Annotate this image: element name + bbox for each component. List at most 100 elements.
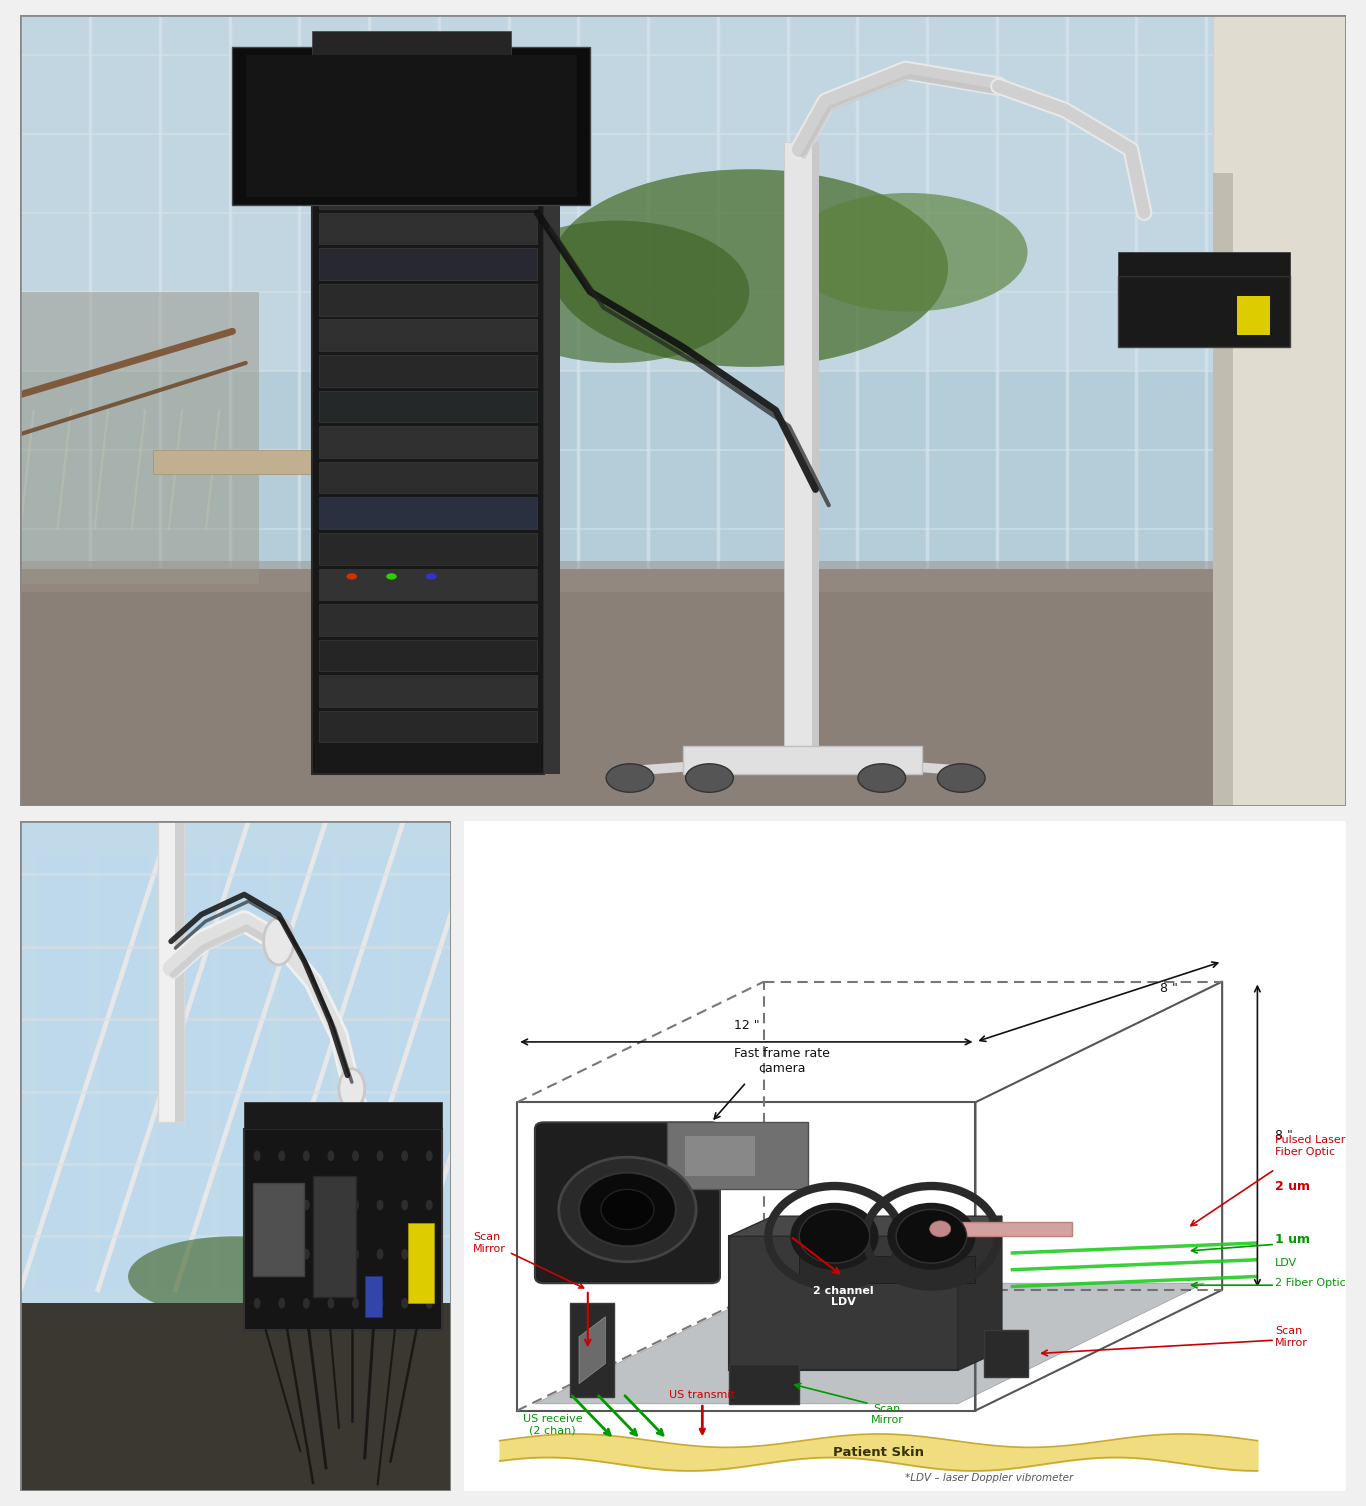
Circle shape (328, 1248, 335, 1259)
Text: Pulsed Laser
Fiber Optic: Pulsed Laser Fiber Optic (1274, 1136, 1346, 1157)
FancyBboxPatch shape (729, 1363, 799, 1404)
Ellipse shape (128, 1236, 343, 1316)
Polygon shape (535, 1283, 1205, 1404)
Circle shape (303, 1298, 310, 1309)
Bar (318, 533, 537, 565)
Circle shape (254, 1248, 261, 1259)
Circle shape (279, 1298, 285, 1309)
Bar (318, 569, 537, 599)
Bar (313, 1176, 357, 1297)
Text: US receive
(2 chan): US receive (2 chan) (523, 1414, 582, 1435)
FancyBboxPatch shape (667, 1122, 809, 1190)
Text: Fast frame rate
camera: Fast frame rate camera (734, 1048, 829, 1075)
Text: 2 Fiber Optic: 2 Fiber Optic (1274, 1279, 1346, 1288)
Bar (311, 142, 544, 774)
Circle shape (858, 764, 906, 792)
Text: Scan
Mirror: Scan Mirror (473, 1232, 583, 1288)
FancyBboxPatch shape (684, 1136, 755, 1176)
Circle shape (279, 1151, 285, 1161)
Ellipse shape (550, 169, 948, 367)
Circle shape (426, 1248, 433, 1259)
Text: 8 ": 8 " (1274, 1130, 1292, 1142)
Bar (232, 47, 590, 205)
Bar (20, 821, 451, 1324)
FancyBboxPatch shape (985, 1330, 1029, 1376)
Bar (1117, 276, 1290, 348)
Bar (318, 178, 537, 209)
Bar (318, 604, 537, 636)
Text: *LDV – laser Doppler vibrometer: *LDV – laser Doppler vibrometer (906, 1473, 1074, 1483)
FancyBboxPatch shape (729, 1236, 958, 1370)
Bar (158, 854, 210, 1289)
Circle shape (426, 1200, 433, 1211)
FancyBboxPatch shape (570, 1303, 615, 1398)
Circle shape (930, 1221, 951, 1236)
Bar (318, 248, 537, 280)
Text: Patient Skin: Patient Skin (833, 1446, 923, 1459)
Circle shape (377, 1200, 384, 1211)
Bar (544, 142, 560, 774)
Circle shape (303, 1248, 310, 1259)
Circle shape (402, 1200, 408, 1211)
Circle shape (377, 1151, 384, 1161)
Circle shape (352, 1151, 359, 1161)
Bar (20, 1303, 451, 1491)
Bar (1117, 253, 1290, 276)
Bar (98, 854, 150, 1289)
Bar (20, 15, 1346, 584)
Bar (20, 560, 1346, 592)
Bar (318, 355, 537, 387)
Bar (683, 747, 922, 774)
Circle shape (339, 1069, 365, 1108)
Text: US transmit: US transmit (669, 1390, 735, 1434)
Bar (408, 1223, 433, 1303)
Circle shape (601, 1190, 654, 1229)
Text: 2 channel
LDV: 2 channel LDV (813, 1286, 874, 1307)
Circle shape (402, 1151, 408, 1161)
Bar (318, 462, 537, 494)
Bar (318, 675, 537, 706)
Bar (311, 32, 511, 54)
Circle shape (352, 1298, 359, 1309)
Circle shape (559, 1157, 697, 1262)
Bar (20, 568, 1346, 806)
Circle shape (607, 764, 654, 792)
Text: 1 um: 1 um (1274, 1233, 1310, 1245)
Circle shape (352, 1200, 359, 1211)
Bar (1213, 15, 1346, 806)
Polygon shape (20, 292, 260, 584)
Text: LDV: LDV (1274, 1258, 1298, 1268)
Bar (799, 1256, 975, 1283)
Circle shape (426, 574, 437, 580)
Circle shape (402, 1298, 408, 1309)
Ellipse shape (485, 220, 750, 363)
Bar (245, 1130, 443, 1330)
Circle shape (303, 1200, 310, 1211)
Polygon shape (579, 1316, 605, 1384)
Bar (219, 854, 270, 1289)
Bar (399, 854, 451, 1289)
Circle shape (279, 1200, 285, 1211)
Circle shape (579, 1173, 676, 1247)
Polygon shape (729, 1217, 1001, 1236)
Bar (318, 212, 537, 244)
Bar (318, 319, 537, 351)
Bar (784, 142, 816, 774)
Circle shape (426, 1298, 433, 1309)
Circle shape (686, 764, 734, 792)
Bar (318, 711, 537, 742)
Bar (318, 640, 537, 672)
Circle shape (254, 1151, 261, 1161)
Circle shape (303, 1151, 310, 1161)
Circle shape (352, 1248, 359, 1259)
Text: 8 ": 8 " (1160, 982, 1179, 995)
Circle shape (328, 1200, 335, 1211)
Bar (365, 1277, 382, 1316)
Circle shape (426, 1151, 433, 1161)
Ellipse shape (790, 193, 1027, 312)
Bar (1213, 173, 1233, 806)
Bar (175, 821, 184, 1122)
Bar (153, 450, 365, 473)
Circle shape (387, 574, 396, 580)
Circle shape (377, 1248, 384, 1259)
